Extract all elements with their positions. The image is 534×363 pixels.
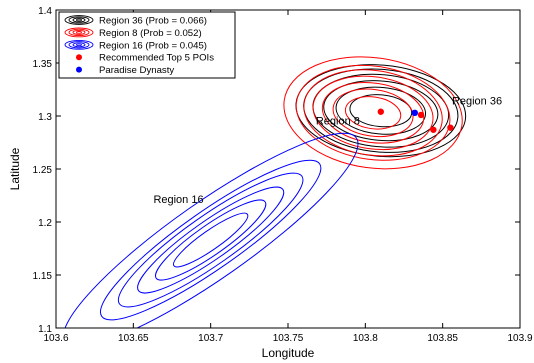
legend-ellipse-swatch bbox=[64, 15, 94, 25]
recommended-poi-point-3 bbox=[430, 126, 437, 133]
legend-item-3: Region 16 (Prob = 0.045) bbox=[64, 39, 207, 51]
region-16-contour-1 bbox=[173, 212, 249, 268]
region-annotations: Region 36 Region 8 Region 16 bbox=[153, 95, 502, 206]
legend-ellipse-swatch bbox=[68, 41, 90, 49]
x-tick-label: 103.8 bbox=[353, 333, 378, 344]
legend-ellipse-swatch bbox=[72, 29, 86, 35]
recommended-poi-point-1 bbox=[377, 108, 384, 115]
region-16-contour-6 bbox=[62, 132, 359, 328]
region-8-contour-7 bbox=[283, 56, 463, 170]
legend-dot-swatch bbox=[76, 54, 82, 61]
region-8-contour-6 bbox=[295, 64, 451, 161]
legend-item-5: Paradise Dynasty bbox=[76, 65, 174, 76]
region-8-contour-1 bbox=[344, 96, 402, 130]
legend-ellipse-swatch bbox=[72, 42, 86, 48]
region-36-contour-2 bbox=[335, 86, 427, 135]
y-tick-label: 1.15 bbox=[33, 271, 53, 282]
x-tick-label: 103.9 bbox=[507, 333, 532, 344]
region-16-contour-5 bbox=[99, 159, 322, 321]
region-8-contour-4 bbox=[312, 75, 434, 150]
region-16-contour-4 bbox=[117, 172, 304, 308]
y-tick-label: 1.3 bbox=[38, 112, 52, 123]
region-36-contour-1 bbox=[349, 94, 413, 128]
legend-label: Paradise Dynasty bbox=[99, 65, 174, 76]
recommended-poi-point-2 bbox=[417, 111, 425, 119]
legend-ellipse-swatch bbox=[76, 43, 82, 47]
contour-ellipses bbox=[62, 56, 467, 328]
legend-label: Recommended Top 5 POIs bbox=[99, 53, 214, 64]
legend-label: Region 8 (Prob = 0.052) bbox=[99, 28, 202, 39]
y-tick-label: 1.25 bbox=[33, 165, 53, 176]
legend-ellipse-swatch bbox=[76, 18, 82, 22]
legend-label: Region 36 (Prob = 0.066) bbox=[99, 16, 207, 27]
legend-item-2: Region 8 (Prob = 0.052) bbox=[64, 27, 202, 39]
region-36-contour-3 bbox=[323, 80, 439, 142]
legend-ellipse-swatch bbox=[64, 27, 94, 38]
y-tick-label: 1.2 bbox=[38, 218, 52, 229]
legend-ellipse-swatch bbox=[68, 16, 90, 24]
legend-ellipse-swatch bbox=[68, 28, 90, 37]
legend-ellipse-swatch bbox=[64, 39, 94, 50]
legend-ellipse-swatch bbox=[76, 31, 82, 34]
x-tick-label: 103.7 bbox=[198, 333, 223, 344]
recommended-poi-point-4 bbox=[447, 124, 454, 131]
x-tick-label: 103.75 bbox=[273, 333, 304, 344]
legend-label: Region 16 (Prob = 0.045) bbox=[99, 40, 207, 51]
y-tick-label: 1.4 bbox=[38, 6, 52, 17]
legend-dot-swatch bbox=[76, 66, 82, 73]
x-tick-label: 103.65 bbox=[118, 333, 149, 344]
annotation-region-16: Region 16 bbox=[153, 194, 203, 206]
x-axis-label: Longitude bbox=[262, 346, 315, 360]
y-axis-ticks: 1.1 1.15 1.2 1.25 1.3 1.35 1.4 bbox=[33, 6, 520, 335]
region-8-contour-5 bbox=[303, 69, 443, 157]
region-8-contour-2 bbox=[332, 88, 414, 138]
y-axis-label: Latitude bbox=[8, 147, 22, 190]
x-axis-ticks: 103.6 103.65 103.7 103.75 103.8 103.85 103.9 bbox=[43, 10, 533, 344]
x-tick-label: 103.85 bbox=[427, 333, 458, 344]
legend: Region 36 (Prob = 0.066)Region 8 (Prob =… bbox=[58, 11, 236, 79]
region-16-contour-2 bbox=[155, 199, 267, 281]
y-tick-label: 1.1 bbox=[38, 324, 52, 335]
annotation-region-8: Region 8 bbox=[316, 115, 360, 127]
legend-item-4: Recommended Top 5 POIs bbox=[76, 53, 214, 64]
annotation-region-36: Region 36 bbox=[452, 95, 502, 107]
region-16-contour-3 bbox=[137, 186, 285, 294]
region-8-contour-3 bbox=[321, 82, 425, 144]
y-tick-label: 1.35 bbox=[33, 59, 53, 70]
x-tick-label: 103.6 bbox=[43, 333, 68, 344]
legend-item-1: Region 36 (Prob = 0.066) bbox=[64, 15, 207, 27]
paradise-dynasty-point bbox=[411, 109, 419, 117]
poi-points bbox=[377, 108, 454, 133]
legend-ellipse-swatch bbox=[72, 17, 86, 23]
